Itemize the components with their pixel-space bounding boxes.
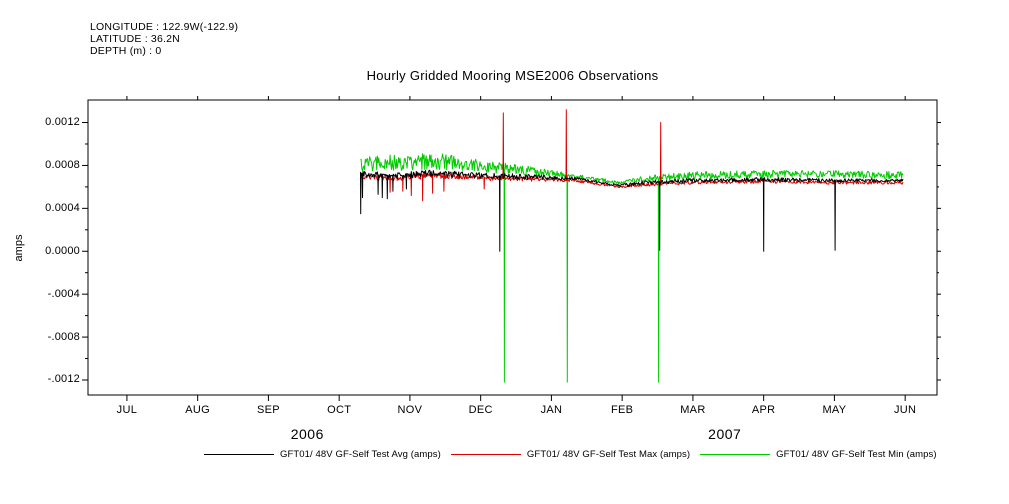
legend-label: GFT01/ 48V GF-Self Test Max (amps) xyxy=(526,449,691,460)
chart-title: Hourly Gridded Mooring MSE2006 Observati… xyxy=(366,68,659,83)
x-tick-label: DEC xyxy=(468,404,493,416)
depth-label: DEPTH (m) : 0 xyxy=(90,45,162,57)
y-tick-label: 0.0000 xyxy=(45,244,80,257)
x-tick-label: SEP xyxy=(256,404,280,416)
y-tick-label: -.0008 xyxy=(47,330,80,343)
y-tick-label: 0.0012 xyxy=(45,116,80,129)
series-line-1 xyxy=(359,109,904,202)
year-label: 2006 xyxy=(290,426,324,442)
legend-item: GFT01/ 48V GF-Self Test Max (amps) xyxy=(450,449,691,460)
x-tick-label: NOV xyxy=(397,404,423,416)
legend-line-swatch xyxy=(204,454,274,455)
legend-item: GFT01/ 48V GF-Self Test Avg (amps) xyxy=(204,449,441,460)
latitude-label: LATITUDE : 36.2N xyxy=(90,33,180,45)
year-label: 2007 xyxy=(708,426,742,442)
legend-line-swatch xyxy=(450,454,521,455)
x-tick-label: JAN xyxy=(540,404,563,416)
x-tick-label: JUN xyxy=(894,404,917,416)
axes-box xyxy=(87,99,938,396)
location-info: LONGITUDE : 122.9W(-122.9) LATITUDE : 36… xyxy=(90,21,238,57)
x-tick-label: MAR xyxy=(680,404,706,416)
series-line-0 xyxy=(359,169,904,252)
legend-label: GFT01/ 48V GF-Self Test Avg (amps) xyxy=(280,449,441,460)
x-tick-label: FEB xyxy=(611,404,634,416)
y-tick-label: -.0012 xyxy=(47,373,80,386)
y-tick-label: 0.0008 xyxy=(45,158,80,171)
legend: GFT01/ 48V GF-Self Test Avg (amps) GFT01/… xyxy=(204,449,947,460)
longitude-label: LONGITUDE : 122.9W(-122.9) xyxy=(90,21,239,33)
x-tick-label: JUL xyxy=(116,404,138,416)
x-tick-label: APR xyxy=(751,404,776,416)
y-tick-label: 0.0004 xyxy=(45,201,80,214)
x-tick-label: MAY xyxy=(822,404,847,416)
x-tick-label: AUG xyxy=(185,404,211,416)
x-tick-label: OCT xyxy=(327,404,352,416)
legend-line-swatch xyxy=(700,454,771,455)
legend-item: GFT01/ 48V GF-Self Test Min (amps) xyxy=(700,449,937,460)
y-tick-label: -.0004 xyxy=(47,287,80,300)
legend-label: GFT01/ 48V GF-Self Test Min (amps) xyxy=(776,449,937,460)
series-line-2 xyxy=(360,153,904,383)
